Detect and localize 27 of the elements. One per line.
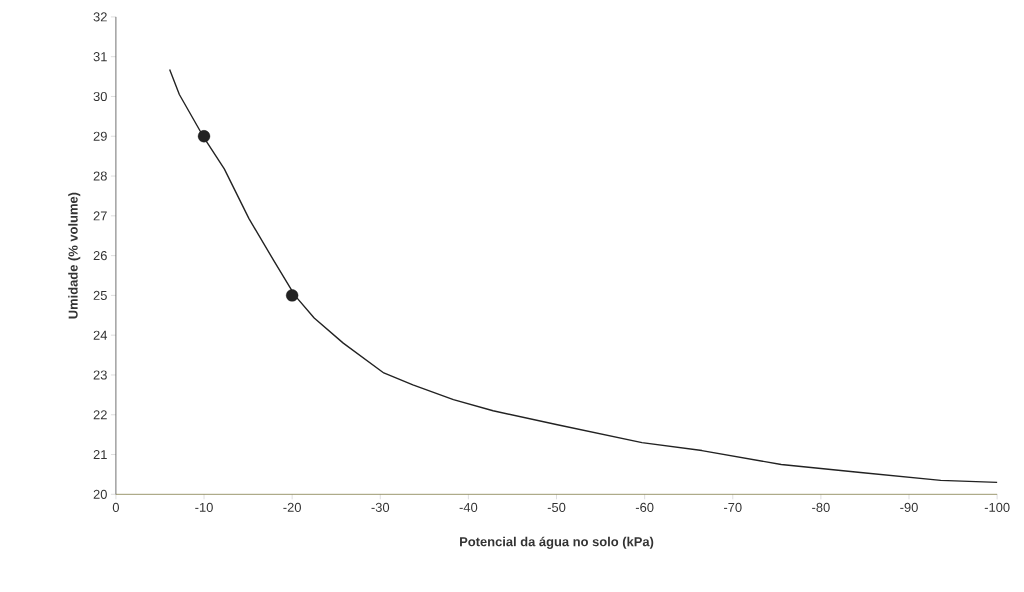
y-tick-label: 27 [93, 211, 107, 221]
y-tick-label: 24 [93, 330, 108, 340]
y-tick-label: 30 [93, 91, 107, 102]
y-tick-label: 23 [93, 370, 107, 380]
x-tick-label: -100 [984, 502, 1010, 513]
x-tick-label: -40 [459, 502, 478, 513]
y-tick-label: 25 [93, 290, 107, 301]
y-tick-label: 20 [93, 489, 107, 499]
x-tick-label: -90 [900, 502, 918, 513]
x-tick-label: -20 [283, 502, 301, 513]
y-tick-label: 21 [93, 450, 107, 460]
y-tick-label: 22 [93, 410, 107, 420]
x-tick-label: -30 [371, 502, 390, 513]
y-axis-title: Umidade (% volume) [68, 192, 81, 319]
x-axis-title: Potencial da água no solo (kPa) [460, 536, 654, 549]
y-tick-label: 28 [93, 171, 107, 181]
y-tick-label: 26 [93, 251, 107, 261]
y-tick-label: 29 [93, 131, 107, 141]
x-tick-label: -10 [195, 502, 213, 513]
y-tick-label: 32 [93, 12, 107, 22]
x-tick-label: 0 [112, 502, 119, 513]
x-tick-label: -50 [547, 502, 566, 513]
x-tick-label: -60 [635, 502, 654, 513]
x-tick-label: -80 [812, 502, 830, 513]
y-tick-label: 31 [93, 52, 107, 62]
line-series [168, 68, 998, 484]
x-tick-label: -70 [724, 502, 742, 513]
